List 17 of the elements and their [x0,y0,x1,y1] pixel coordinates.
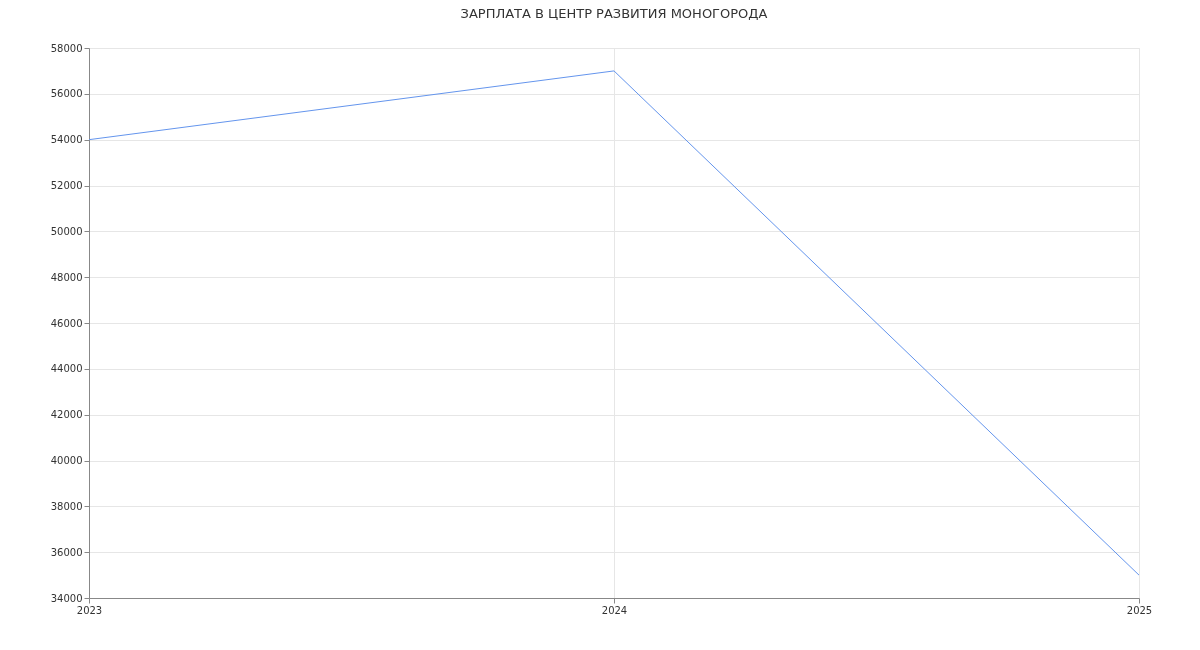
y-tick-label: 54000 [50,134,83,146]
y-tick-label: 46000 [50,317,83,329]
y-tick-label: 36000 [50,546,83,558]
y-tick-label: 42000 [50,409,83,421]
y-tick-label: 48000 [50,271,83,283]
y-tick-label: 38000 [50,500,83,512]
y-tick-label: 34000 [50,592,83,604]
y-tick-label: 52000 [50,180,83,191]
x-tick-label: 2023 [76,604,103,616]
x-tick-label: 2024 [601,604,628,616]
x-tick-label: 2025 [1126,604,1153,616]
y-tick-label: 50000 [50,225,83,237]
chart-title: ЗАРПЛАТА В ЦЕНТР РАЗВИТИЯ МОНОГОРОДА [460,6,768,21]
y-tick-label: 44000 [50,363,83,375]
y-tick-label: 40000 [50,455,83,466]
y-tick-label: 56000 [50,88,83,100]
y-tick-label: 58000 [50,42,83,54]
